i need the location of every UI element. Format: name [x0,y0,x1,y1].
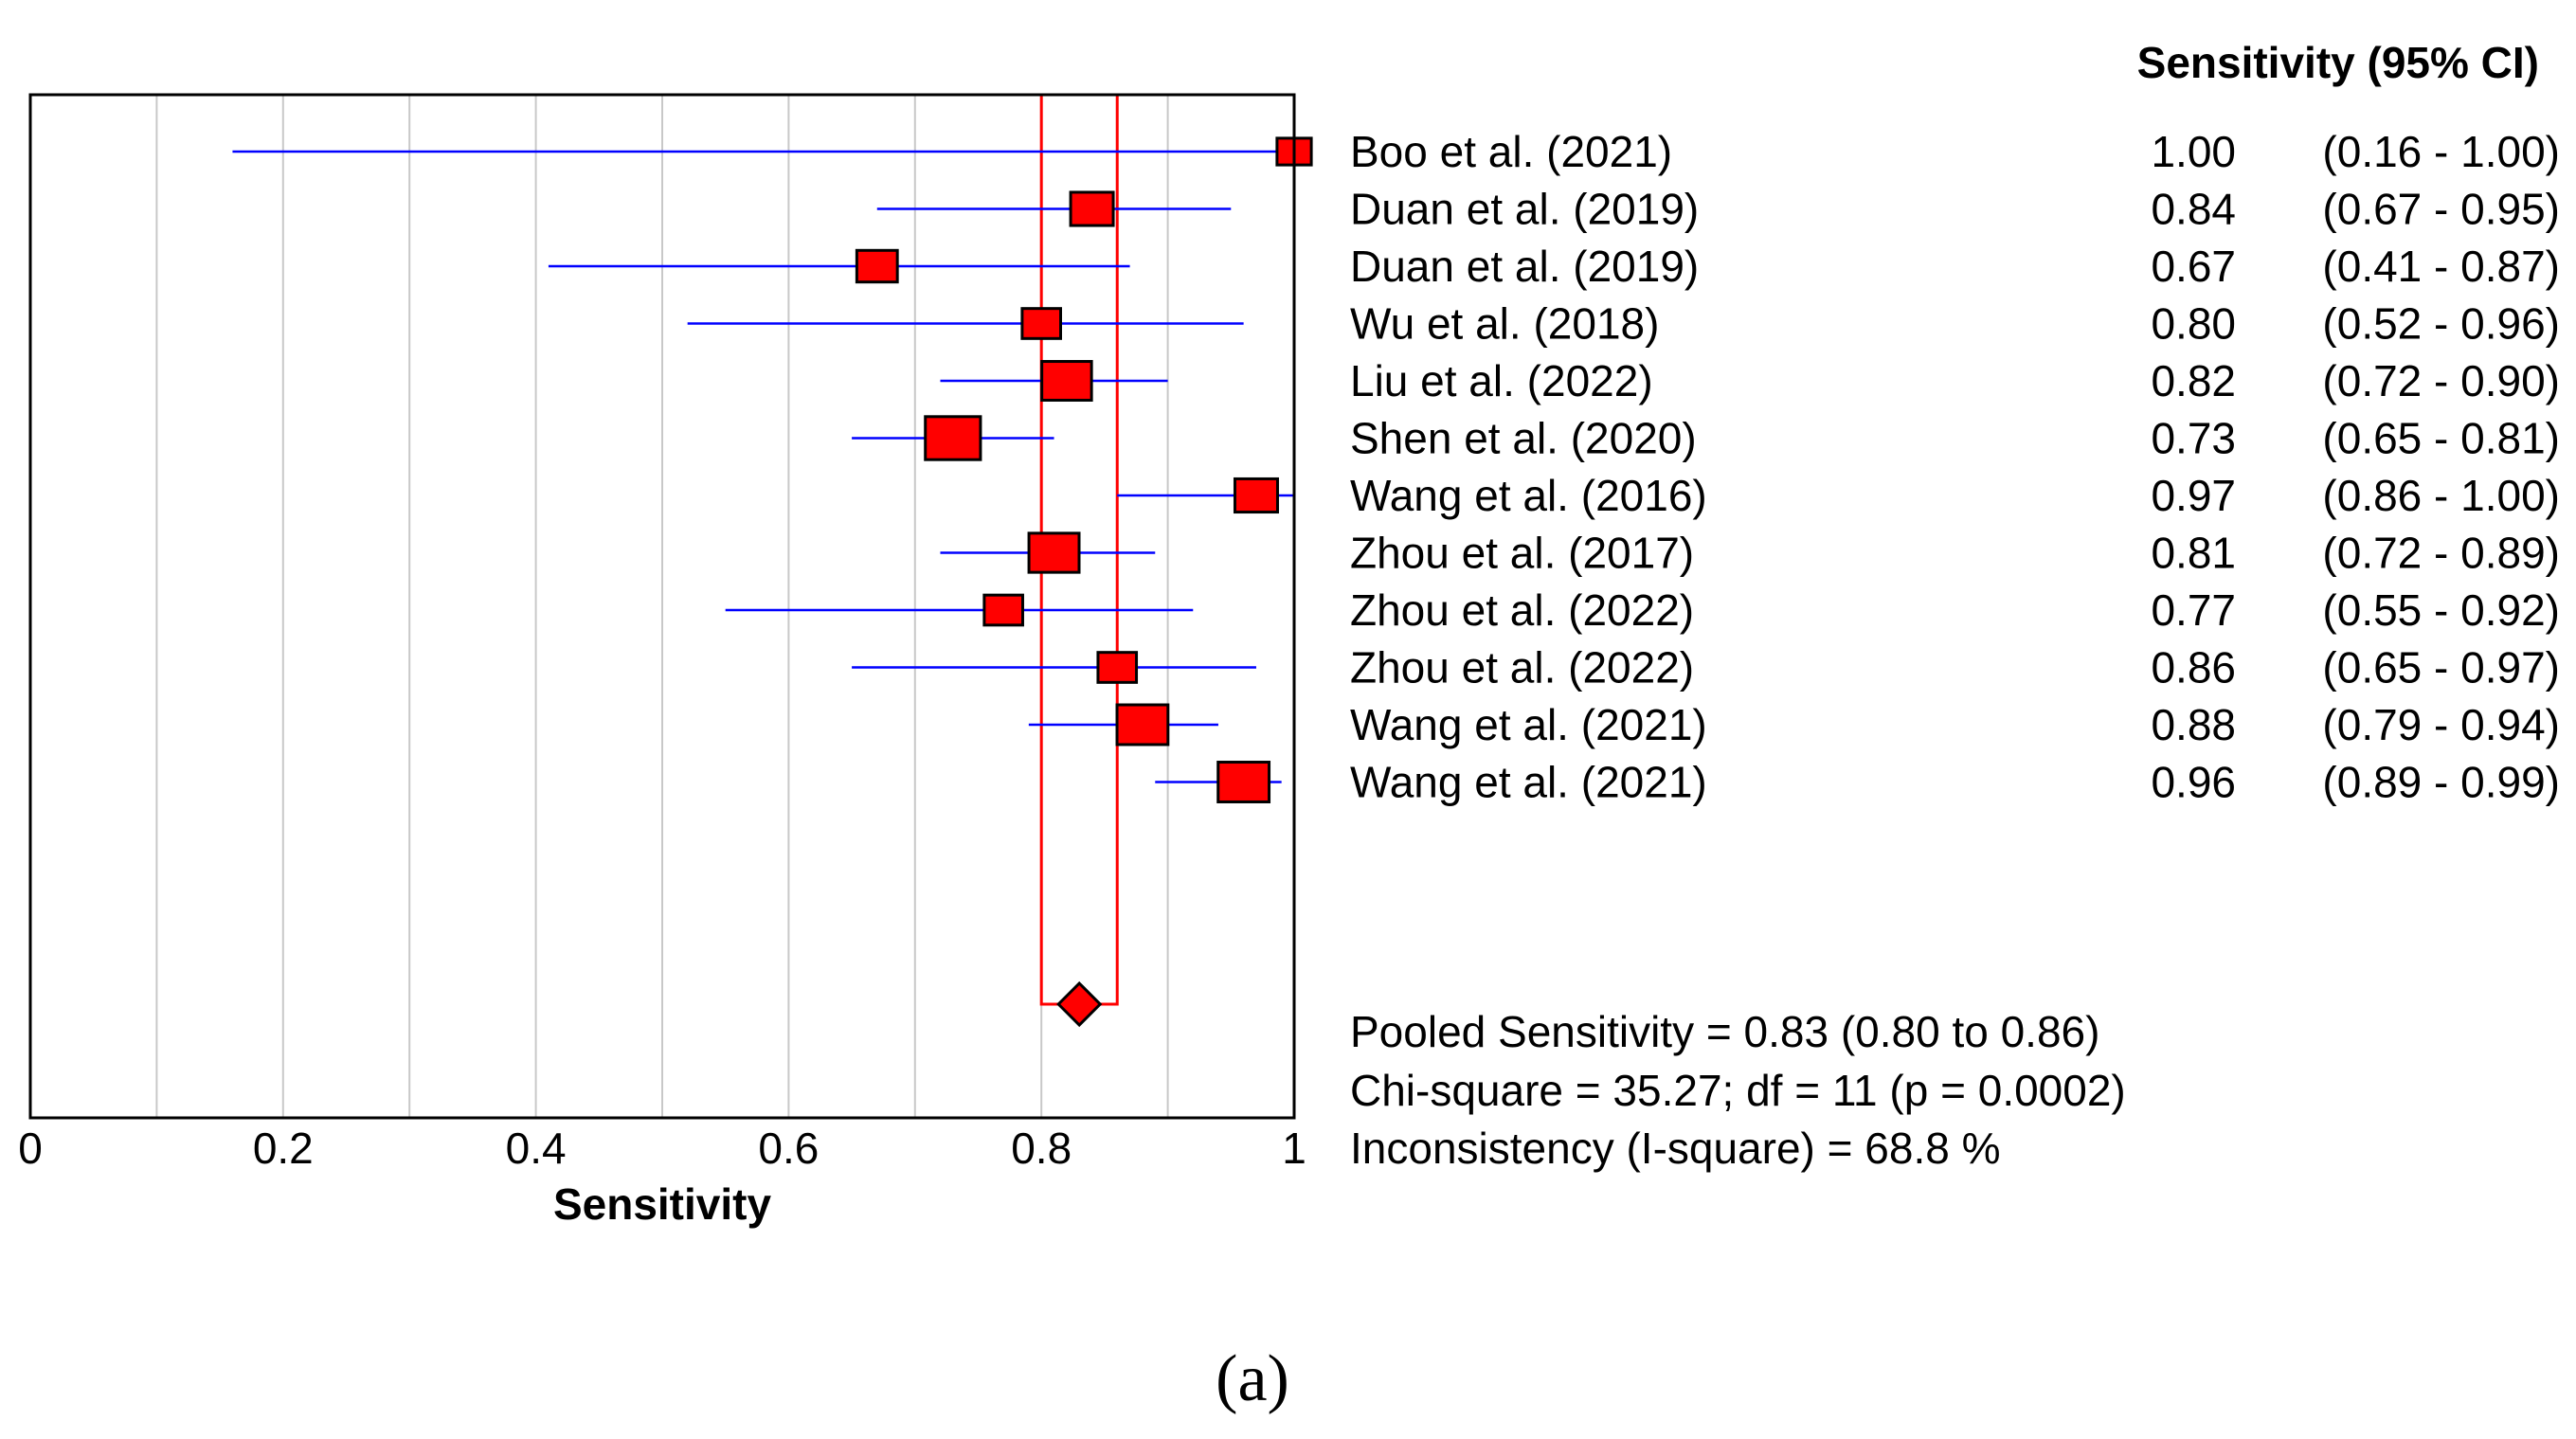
study-estimate: 0.86 [2151,643,2236,693]
study-marker [1115,703,1170,746]
study-marker [924,415,982,461]
study-marker [1027,531,1081,574]
study-ci: (0.55 - 0.92) [2322,585,2560,635]
x-tick-label: 0.8 [1011,1124,1072,1173]
study-label: Wang et al. (2021) [1350,700,1707,749]
study-ci: (0.72 - 0.89) [2322,529,2560,578]
x-tick-label: 0.6 [758,1124,819,1173]
study-label: Wu et al. (2018) [1350,299,1659,349]
study-estimate: 0.80 [2151,299,2236,349]
study-estimate: 0.77 [2151,585,2236,635]
x-axis-label: Sensitivity [553,1179,772,1229]
study-ci: (0.41 - 0.87) [2322,242,2560,291]
study-label: Duan et al. (2019) [1350,242,1699,291]
x-tick-label: 1 [1282,1124,1306,1173]
study-estimate: 1.00 [2151,127,2236,176]
study-ci: (0.89 - 0.99) [2322,758,2560,807]
study-ci: (0.86 - 1.00) [2322,471,2560,520]
summary-pooled: Pooled Sensitivity = 0.83 (0.80 to 0.86) [1350,1007,2099,1056]
column-header: Sensitivity (95% CI) [2137,38,2539,87]
study-estimate: 0.97 [2151,471,2236,520]
study-labels: Boo et al. (2021) Duan et al. (2019) Duan … [1350,127,1707,807]
study-label: Shen et al. (2020) [1350,414,1697,463]
figure-caption: (a) [1216,1342,1289,1415]
study-ci: (0.16 - 1.00) [2322,127,2560,176]
study-marker [1040,360,1093,402]
study-estimate: 0.73 [2151,414,2236,463]
study-ci: (0.65 - 0.97) [2322,643,2560,693]
study-estimate: 0.82 [2151,356,2236,405]
study-marker [1216,761,1271,803]
study-marker [855,248,899,284]
study-label: Zhou et al. (2017) [1350,529,1694,578]
estimate-column: 1.00 0.84 0.67 0.80 0.82 0.73 0.97 0.81 0.77 0.86… [2151,127,2236,807]
study-marker [982,593,1024,627]
study-label: Boo et al. (2021) [1350,127,1672,176]
plot-frame [28,93,1296,1120]
summary-inconsistency: Inconsistency (I-square) = 68.8 % [1350,1124,2001,1173]
pooled-diamond [1056,980,1103,1028]
study-marker [1096,651,1139,684]
study-label: Zhou et al. (2022) [1350,585,1694,635]
ci-column: (0.16 - 1.00) (0.67 - 0.95) (0.41 - 0.87) (… [2322,127,2560,807]
study-marker [1020,307,1063,340]
study-ci: (0.67 - 0.95) [2322,185,2560,234]
x-tick-label: 0 [18,1124,43,1173]
study-label: Liu et al. (2022) [1350,356,1653,405]
study-ci: (0.79 - 0.94) [2322,700,2560,749]
x-tick-label: 0.2 [253,1124,314,1173]
study-estimate: 0.88 [2151,700,2236,749]
confidence-intervals [232,150,1294,783]
study-label: Wang et al. (2016) [1350,471,1707,520]
study-estimate: 0.67 [2151,242,2236,291]
study-marker [1069,190,1115,227]
study-ci: (0.65 - 0.81) [2322,414,2560,463]
x-tick-label: 0.4 [506,1124,567,1173]
study-estimate: 0.96 [2151,758,2236,807]
study-estimate: 0.84 [2151,185,2236,234]
study-ci: (0.72 - 0.90) [2322,356,2560,405]
study-marker [1233,477,1279,514]
study-label: Zhou et al. (2022) [1350,643,1694,693]
study-label: Wang et al. (2021) [1350,758,1707,807]
study-ci: (0.52 - 0.96) [2322,299,2560,349]
x-axis-ticks: 0 0.2 0.4 0.6 0.8 1 [18,1124,1306,1173]
study-label: Duan et al. (2019) [1350,185,1699,234]
study-markers [855,136,1313,1028]
study-estimate: 0.81 [2151,529,2236,578]
summary-chi-square: Chi-square = 35.27; df = 11 (p = 0.0002) [1350,1066,2126,1115]
